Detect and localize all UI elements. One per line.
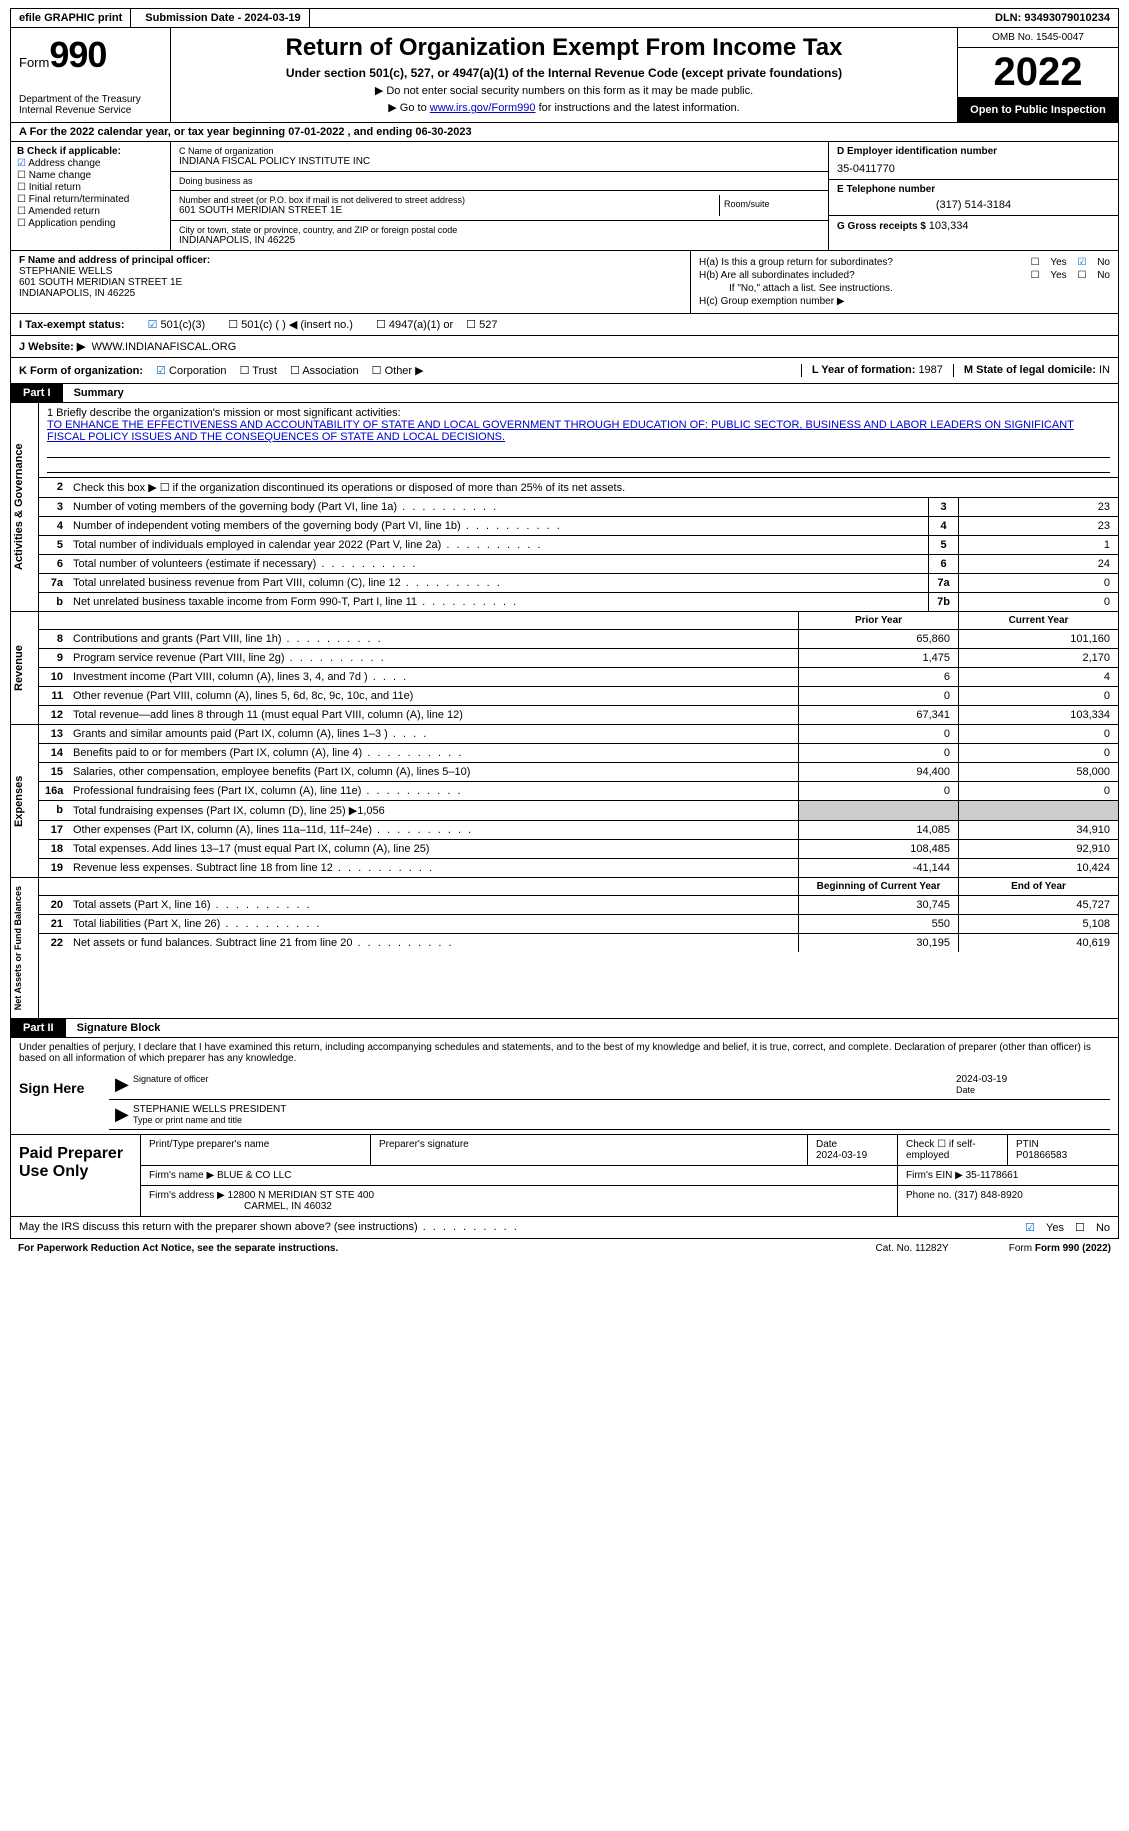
efile-label: efile GRAPHIC print [11,9,131,27]
omb-number: OMB No. 1545-0047 [958,28,1118,48]
part1-header: Part I Summary [10,384,1119,403]
top-bar: efile GRAPHIC print Submission Date - 20… [10,8,1119,28]
block-j: J Website: ▶ WWW.INDIANAFISCAL.ORG [10,336,1119,358]
ein-field: D Employer identification number 35-0411… [829,142,1118,180]
chk-initial-return[interactable]: Initial return [17,182,164,193]
org-name-field: C Name of organization INDIANA FISCAL PO… [171,142,828,172]
ha-no[interactable] [1077,257,1089,268]
form-title: Return of Organization Exempt From Incom… [179,34,949,62]
chk-final-return[interactable]: Final return/terminated [17,194,164,205]
paid-preparer: Paid Preparer Use Only Print/Type prepar… [10,1135,1119,1217]
form-header: Form990 Department of the Treasury Inter… [10,28,1119,123]
hb-yes[interactable] [1031,270,1043,281]
tax-period: A For the 2022 calendar year, or tax yea… [10,123,1119,142]
chk-other[interactable] [372,365,385,377]
discuss-no[interactable] [1075,1222,1088,1234]
street-field: Number and street (or P.O. box if mail i… [171,191,828,221]
block-b: B Check if applicable: Address change Na… [11,142,171,250]
hb-no[interactable] [1077,270,1089,281]
block-k-l-m: K Form of organization: Corporation Trus… [10,358,1119,384]
block-b-c-d: B Check if applicable: Address change Na… [10,142,1119,251]
summary-netassets: Net Assets or Fund Balances Beginning of… [10,878,1119,1019]
tab-netassets: Net Assets or Fund Balances [11,878,39,1018]
chk-corp[interactable] [156,365,169,377]
open-to-public: Open to Public Inspection [958,98,1118,122]
sign-here: Sign Here [19,1070,109,1130]
arrow-icon: ▶ [109,1072,127,1097]
page-footer: For Paperwork Reduction Act Notice, see … [10,1239,1119,1258]
block-f-h: F Name and address of principal officer:… [10,251,1119,314]
city-field: City or town, state or province, country… [171,221,828,250]
form-subtitle: Under section 501(c), 527, or 4947(a)(1)… [179,66,949,80]
chk-527[interactable] [466,319,479,331]
chk-501c3[interactable] [148,319,161,331]
dln: DLN: 93493079010234 [987,9,1118,27]
chk-amended[interactable]: Amended return [17,206,164,217]
part2-header: Part II Signature Block [10,1019,1119,1038]
chk-app-pending[interactable]: Application pending [17,218,164,229]
arrow-icon: ▶ [109,1102,127,1127]
block-d-e-g: D Employer identification number 35-0411… [828,142,1118,250]
tab-expenses: Expenses [11,725,39,877]
block-f: F Name and address of principal officer:… [11,251,691,313]
tax-year: 2022 [958,48,1118,98]
submission-date: Submission Date - 2024-03-19 [137,9,309,27]
ha-yes[interactable] [1031,257,1043,268]
mission-block: 1 Briefly describe the organization's mi… [39,403,1118,478]
discuss-yes[interactable] [1025,1222,1038,1234]
chk-address-change[interactable]: Address change [17,158,164,169]
irs-discuss-row: May the IRS discuss this return with the… [10,1217,1119,1239]
department: Department of the Treasury Internal Reve… [19,94,162,116]
block-h: H(a) Is this a group return for subordin… [691,251,1118,313]
chk-501c[interactable] [228,319,241,331]
chk-trust[interactable] [240,365,253,377]
line8: Contributions and grants (Part VIII, lin… [69,630,798,648]
summary-expenses: Expenses 13Grants and similar amounts pa… [10,725,1119,878]
form-number: Form990 [19,34,162,76]
chk-4947[interactable] [376,319,389,331]
ssn-note: ▶ Do not enter social security numbers o… [179,84,949,97]
irs-link[interactable]: www.irs.gov/Form990 [430,102,536,114]
phone-field: E Telephone number (317) 514-3184 [829,180,1118,216]
gross-receipts: G Gross receipts $ 103,334 [829,216,1118,236]
tab-governance: Activities & Governance [11,403,39,611]
chk-name-change[interactable]: Name change [17,170,164,181]
dba-field: Doing business as [171,172,828,191]
block-i: I Tax-exempt status: 501(c)(3) 501(c) ( … [10,314,1119,336]
chk-assoc[interactable] [290,365,302,377]
goto-note: ▶ Go to www.irs.gov/Form990 for instruct… [179,101,949,114]
tab-revenue: Revenue [11,612,39,724]
summary-governance: Activities & Governance 1 Briefly descri… [10,403,1119,612]
summary-revenue: Revenue Prior YearCurrent Year 8Contribu… [10,612,1119,725]
signature-block: Under penalties of perjury, I declare th… [10,1038,1119,1135]
